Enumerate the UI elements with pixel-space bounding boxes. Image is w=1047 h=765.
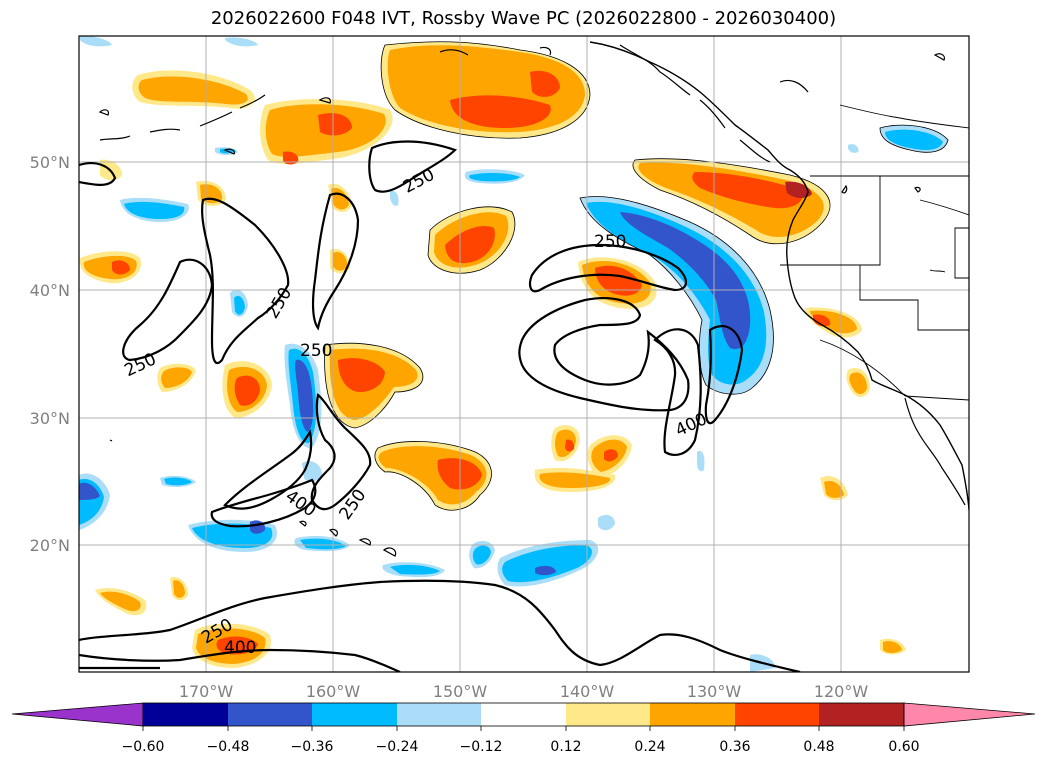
colorbar-swatch xyxy=(397,703,481,726)
lat-label: 20°N xyxy=(30,536,70,555)
graticule xyxy=(79,36,969,672)
colorbar-swatch xyxy=(143,703,228,726)
longitude-labels: 170°W 160°W 150°W 140°W 130°W 120°W xyxy=(179,682,869,701)
colorbar: −0.60 −0.48 −0.36 −0.24 −0.12 0.12 0.24 … xyxy=(11,702,1036,755)
colorbar-swatch xyxy=(481,703,566,726)
negative-anomaly-fills xyxy=(79,36,948,672)
map-title: 2026022600 F048 IVT, Rossby Wave PC (202… xyxy=(210,8,837,29)
fill-outlines xyxy=(324,41,949,511)
colorbar-tick-label: 0.24 xyxy=(634,739,665,755)
colorbar-extend-right xyxy=(903,702,1036,727)
latitude-labels: 50°N 40°N 30°N 20°N xyxy=(30,153,70,555)
colorbar-tick-label: 0.12 xyxy=(550,739,581,755)
colorbar-tick-label: −0.24 xyxy=(376,739,419,755)
colorbar-tick-label: 0.60 xyxy=(888,739,919,755)
positive-anomaly-fills xyxy=(79,41,906,668)
coastlines xyxy=(98,41,969,557)
colorbar-swatch xyxy=(650,703,735,726)
lat-label: 50°N xyxy=(30,153,70,172)
colorbar-tick-label: −0.12 xyxy=(460,739,503,755)
lon-label: 160°W xyxy=(306,682,361,701)
colorbar-tick-label: 0.36 xyxy=(719,739,750,755)
colorbar-tick-label: 0.48 xyxy=(803,739,834,755)
map-panel: 250 250 250 250 250 250 250 400 400 400 xyxy=(79,36,969,672)
colorbar-tick-label: −0.36 xyxy=(291,739,334,755)
contour-label: 250 xyxy=(594,232,626,252)
lon-label: 140°W xyxy=(560,682,615,701)
colorbar-swatch xyxy=(819,703,904,726)
map-frame xyxy=(78,35,970,673)
lon-label: 120°W xyxy=(814,682,869,701)
contour-lines xyxy=(79,140,801,672)
colorbar-swatch xyxy=(735,703,819,726)
lat-label: 40°N xyxy=(30,281,70,300)
lon-label: 130°W xyxy=(687,682,742,701)
contour-label: 400 xyxy=(224,638,256,658)
colorbar-swatch xyxy=(228,703,312,726)
colorbar-extend-left xyxy=(11,702,144,727)
colorbar-tick-label: −0.60 xyxy=(122,739,165,755)
contour-label: 250 xyxy=(300,341,332,361)
political-borders xyxy=(780,104,969,401)
colorbar-swatch xyxy=(312,703,397,726)
colorbar-swatch xyxy=(566,703,650,726)
lon-label: 170°W xyxy=(179,682,234,701)
lat-label: 30°N xyxy=(30,409,70,428)
lon-label: 150°W xyxy=(433,682,488,701)
colorbar-tick-label: −0.48 xyxy=(207,739,250,755)
